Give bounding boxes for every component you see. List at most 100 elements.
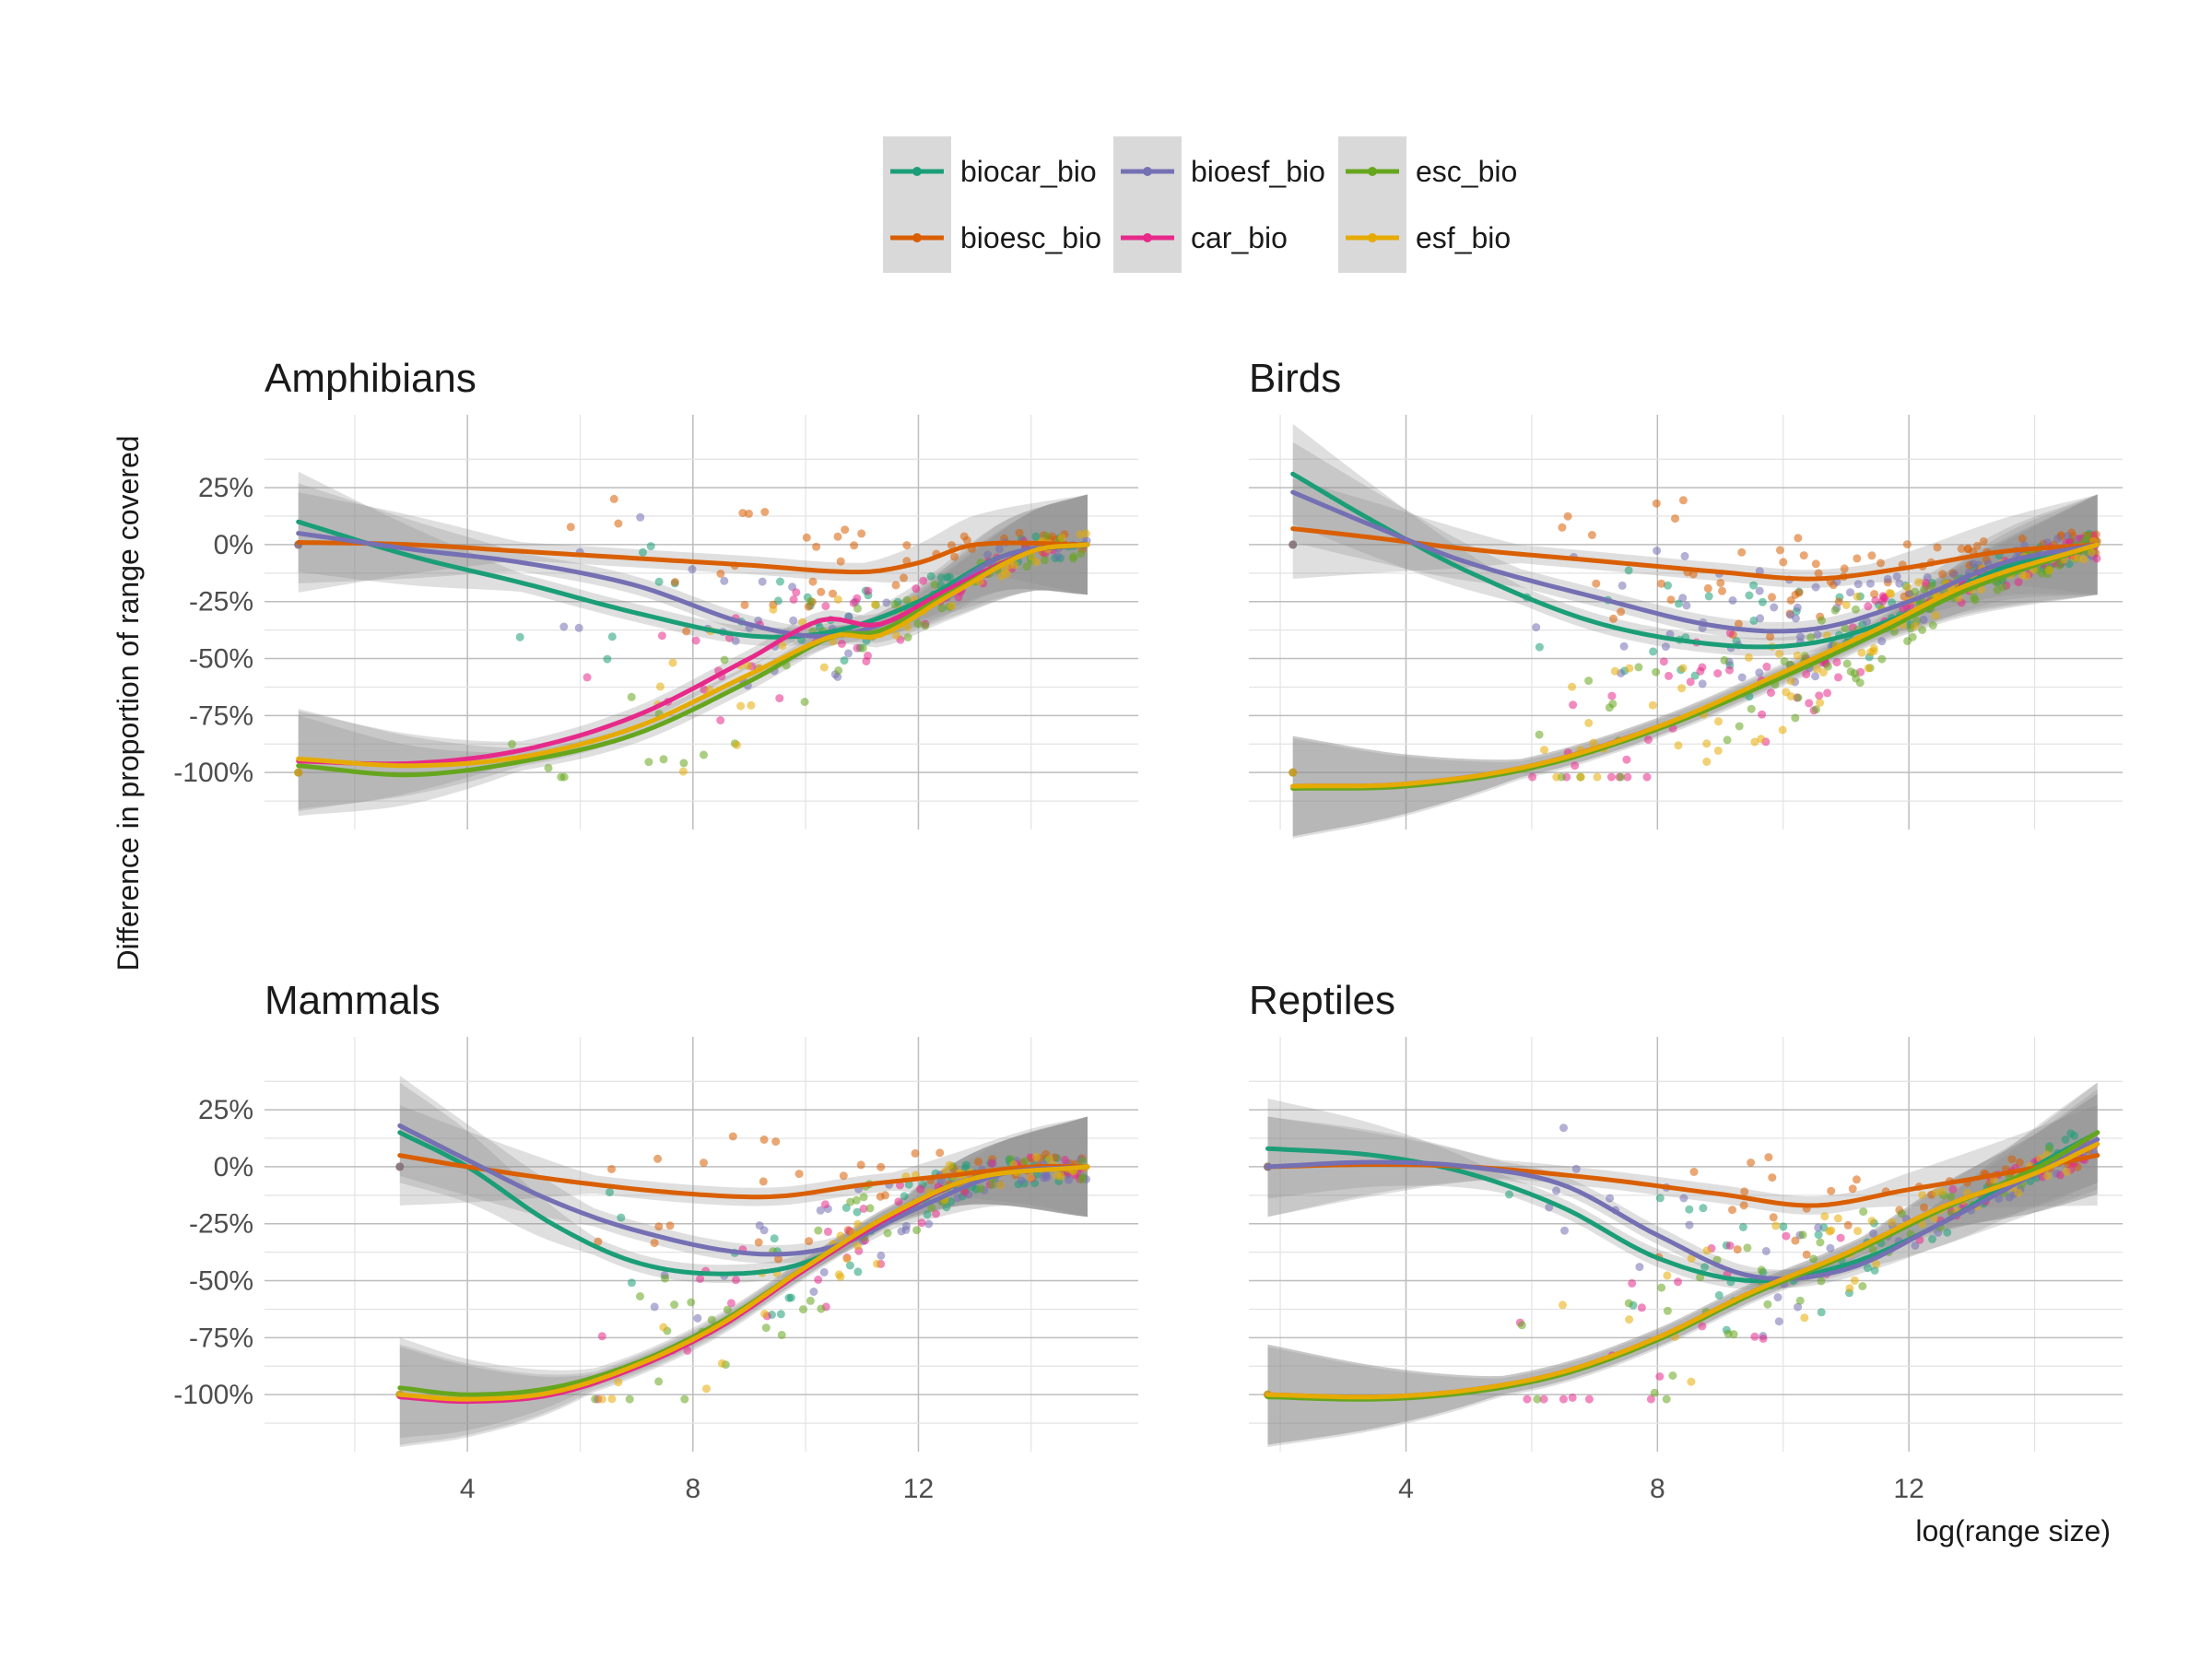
point-car-bio [1698, 1322, 1707, 1331]
point-car-bio [1646, 1394, 1655, 1404]
smooth-lines [1265, 1130, 2100, 1402]
point-bioesc-bio [2018, 535, 2027, 543]
point-bioesc-bio [1794, 534, 1803, 543]
point-bioesf-bio [1774, 1317, 1783, 1326]
point-esf-bio [836, 1272, 845, 1281]
ribbon-bioesf-bio [298, 483, 1088, 646]
point-bioesc-bio [877, 1162, 886, 1171]
point-car-bio [1642, 772, 1652, 782]
point-bioesf-bio [1919, 615, 1928, 624]
point-biocar-bio [840, 656, 849, 665]
point-car-bio [2014, 578, 2023, 587]
point-biocar-bio [945, 572, 954, 582]
point-bioesf-bio [924, 1219, 934, 1229]
point-esc-bio [852, 1195, 861, 1205]
point-esf-bio [1853, 1227, 1863, 1236]
legend: biocar_bio bioesc_bio bioesf_bio car_bio esc… [883, 136, 1517, 273]
point-bioesc-bio [653, 1154, 663, 1163]
point-esc-bio [912, 1226, 922, 1235]
point-biocar-bio [853, 1267, 863, 1277]
point-esf-bio [668, 658, 677, 667]
point-esc-bio [636, 1292, 644, 1300]
point-esf-bio [1026, 1173, 1035, 1182]
point-bioesc-bio [1716, 579, 1725, 587]
point-esc-bio [859, 1193, 868, 1202]
point-bioesf-bio [1786, 610, 1795, 619]
point-bioesf-bio [1682, 601, 1691, 610]
point-bioesf-bio [1532, 623, 1541, 632]
point-esc-bio [1517, 1321, 1526, 1330]
point-bioesc-bio [1938, 570, 1947, 579]
point-bioesc-bio [805, 1237, 814, 1246]
legend-key-point [1368, 233, 1377, 242]
point-esc-bio [1868, 1245, 1877, 1254]
point-bioesf-bio [636, 512, 645, 522]
point-bioesf-bio [1606, 1194, 1615, 1203]
point-bioesf-bio [693, 1313, 702, 1323]
point-esc-bio [1634, 663, 1643, 672]
point-esf-bio [1045, 1155, 1054, 1164]
point-car-bio [1836, 1233, 1845, 1242]
point-bioesc-bio [700, 1159, 708, 1168]
panel-amphibians: Amphibians -100% -75% -50% -25% 0% 25% [173, 356, 1138, 830]
point-bioesc-bio [829, 589, 837, 598]
point-car-bio [1832, 658, 1841, 667]
point-bioesf-bio [720, 576, 729, 585]
point-car-bio [820, 1200, 830, 1209]
point-bioesf-bio [809, 1288, 818, 1296]
smooth-lines [1290, 471, 2100, 791]
x-tick-label: 8 [685, 1474, 700, 1504]
point-esf-bio [1625, 664, 1634, 673]
y-tick-label: -50% [189, 644, 253, 675]
point-car-bio [1767, 688, 1775, 698]
legend-item-biocar-bio: biocar_bio [883, 136, 1097, 206]
point-esf-bio [659, 1323, 668, 1332]
point-esc-bio [1663, 1306, 1672, 1315]
point-bioesc-bio [856, 1160, 865, 1170]
line-bioesf-bio [1290, 489, 2100, 634]
point-car-bio [954, 593, 963, 602]
point-bioesf-bio [1895, 579, 1904, 588]
point-bioesc-bio [716, 570, 725, 578]
point-bioesf-bio [1618, 581, 1627, 590]
point-esf-bio [873, 1259, 882, 1268]
y-tick-label: -25% [189, 1209, 253, 1240]
confidence-ribbons [1292, 423, 2098, 839]
point-bioesc-bio [1563, 512, 1572, 521]
point-esf-bio [2062, 1167, 2071, 1176]
point-bioesc-bio [1657, 579, 1665, 588]
point-esc-bio [1735, 722, 1744, 731]
point-car-bio [657, 631, 666, 641]
point-esc-bio [1780, 657, 1789, 665]
point-esf-bio [853, 1241, 863, 1251]
point-bioesf-bio [1863, 617, 1872, 626]
point-car-bio [1584, 1394, 1594, 1404]
ribbon-esf-bio [399, 1116, 1088, 1445]
point-bioesc-bio [2007, 1155, 2017, 1164]
point-bioesf-bio [1949, 570, 1959, 579]
point-car-bio [1060, 1156, 1069, 1164]
point-biocar-bio [1943, 1228, 1952, 1237]
ribbon-car-bio [1267, 1093, 2098, 1445]
point-bioesf-bio [1288, 540, 1298, 549]
line-esf-bio [296, 542, 1090, 769]
point-car-bio [932, 1209, 940, 1218]
point-esc-bio [1657, 1283, 1666, 1292]
point-car-bio [1568, 1393, 1577, 1402]
point-car-bio [1802, 670, 1811, 679]
legend-key-point [1143, 233, 1152, 242]
point-car-bio [1665, 671, 1673, 680]
point-bioesc-bio [839, 1171, 848, 1181]
point-bioesc-bio [1775, 546, 1784, 555]
point-bioesc-bio [654, 1222, 664, 1231]
point-bioesc-bio [1558, 523, 1567, 532]
point-esf-bio [1552, 772, 1561, 782]
point-esc-bio [627, 692, 636, 701]
point-esf-bio [1663, 1271, 1672, 1280]
point-bioesc-bio [1768, 1173, 1777, 1182]
point-car-bio [691, 636, 700, 645]
point-bioesf-bio [1853, 580, 1863, 589]
x-tick-label: 8 [1650, 1474, 1665, 1504]
x-tick-label: 12 [903, 1474, 934, 1504]
point-car-bio [1725, 629, 1735, 638]
